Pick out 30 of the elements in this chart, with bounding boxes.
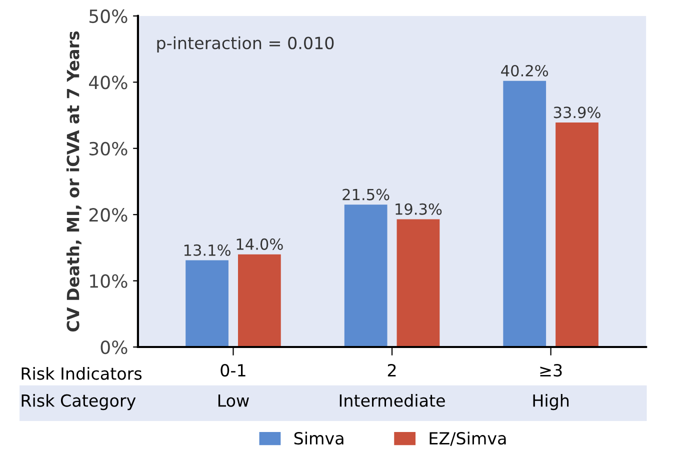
- text: High: [533, 394, 569, 410]
- data-label: 13.1%: [184, 244, 230, 256]
- data-label: 33.9%: [554, 106, 600, 118]
- y-axis-title: CV Death, MI, or iCVA at 7 Years: [66, 31, 82, 332]
- text: Intermediate: [340, 394, 445, 407]
- data-label: 14.0%: [236, 238, 283, 250]
- x-tick-label: ≥3: [540, 364, 562, 377]
- annotation: p-interaction = 0.010: [157, 36, 334, 53]
- bar: [556, 122, 598, 348]
- y-tick-label: 10%: [90, 274, 128, 288]
- x-tick-label: 2: [388, 364, 396, 376]
- data-label: 40.2%: [501, 64, 548, 76]
- bar: [396, 219, 440, 348]
- bar: [186, 260, 228, 348]
- data-label: 21.5%: [342, 188, 390, 200]
- legend-label: Simva: [294, 432, 344, 445]
- legend-label: EZ/Simva: [430, 432, 506, 446]
- y-tick-label: 20%: [89, 208, 128, 222]
- text: Risk Category: [22, 394, 136, 410]
- bar: [344, 204, 388, 348]
- text: Low: [218, 394, 249, 407]
- y-tick-label: 0%: [100, 340, 128, 354]
- bar: [238, 254, 281, 348]
- y-tick-label: 30%: [89, 142, 128, 156]
- data-label: 19.3%: [396, 203, 442, 215]
- x-tick-label: 0-1: [220, 364, 246, 377]
- y-tick-label: 40%: [88, 76, 128, 90]
- text: Risk Indicators: [22, 366, 142, 380]
- bar: [503, 80, 546, 348]
- y-tick-label: 50%: [90, 9, 128, 24]
